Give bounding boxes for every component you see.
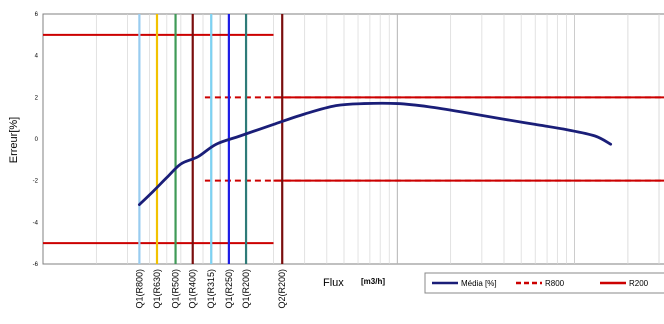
q-marker-labels: Q1(R800) Q1(R630) Q1(R500) Q1(R400) Q1(R315)… [134,269,287,309]
marker-label: Q1(R315) [206,269,216,309]
legend-label: R800 [545,279,565,288]
plot-area [42,13,664,265]
q-marker-lines [138,14,284,264]
legend-label: Média [%] [461,279,497,288]
legend-box [424,272,664,294]
y-tick-label: 6 [35,12,39,18]
y-tick-label: 0 [35,137,39,143]
marker-label: Q2(R200) [277,269,287,309]
y-tick-label: 4 [35,54,39,60]
legend: Média [%] R800 R200 [424,272,664,294]
marker-label: Q1(R400) [188,269,198,309]
limit-lines [43,33,664,245]
x-axis-label: Flux [323,277,344,289]
marker-label: Q1(R200) [241,269,251,309]
y-tick-label: -6 [33,262,39,268]
y-tick-label: -4 [33,220,39,226]
marker-label: Q1(R500) [171,269,181,309]
plot-frame [42,13,664,265]
x-axis-unit: [m3/h] [361,277,385,286]
series-layer [137,101,613,207]
y-axis-label: Erreur[%] [8,117,20,163]
marker-label: Q1(R250) [224,269,234,309]
marker-label: Q1(R630) [152,269,162,309]
legend-label: R200 [629,279,649,288]
y-tick-label: 2 [35,95,39,101]
y-tick-label: -2 [33,179,39,185]
marker-label: Q1(R800) [134,269,144,309]
y-tick-labels: 6 4 2 0 -2 -4 -6 [33,12,39,268]
